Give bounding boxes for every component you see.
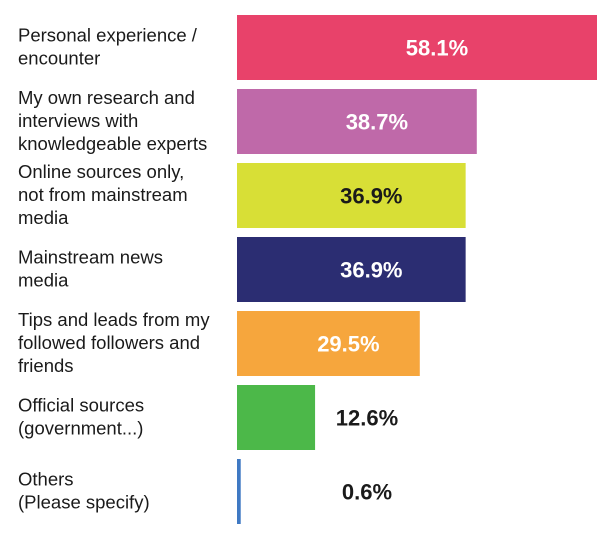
value-label-3: 36.9% bbox=[340, 184, 402, 209]
category-label-2: My own research and interviews with knowle… bbox=[18, 87, 207, 154]
category-label-1: Personal experience / encounter bbox=[18, 25, 198, 69]
category-label-4: Mainstream news media bbox=[18, 247, 163, 291]
bar-2 bbox=[237, 89, 477, 154]
value-label-6: 12.6% bbox=[336, 406, 398, 431]
value-label-7: 0.6% bbox=[342, 480, 392, 505]
value-label-5: 29.5% bbox=[317, 332, 379, 357]
bar-7 bbox=[237, 459, 241, 524]
category-label-5: Tips and leads from my followed followers… bbox=[18, 309, 210, 376]
category-label-3: Online sources only, not from mainstream m… bbox=[18, 161, 188, 228]
bar-1 bbox=[237, 15, 597, 80]
value-label-4: 36.9% bbox=[340, 258, 402, 283]
bar-5 bbox=[237, 311, 420, 376]
value-label-1: 58.1% bbox=[406, 36, 468, 61]
bar-3 bbox=[237, 163, 466, 228]
bar-6 bbox=[237, 385, 316, 450]
bar-4 bbox=[237, 237, 466, 302]
category-label-6: Official sources (government...) bbox=[18, 395, 144, 439]
category-label-7: Others (Please specify) bbox=[18, 469, 150, 513]
value-label-2: 38.7% bbox=[346, 110, 408, 135]
